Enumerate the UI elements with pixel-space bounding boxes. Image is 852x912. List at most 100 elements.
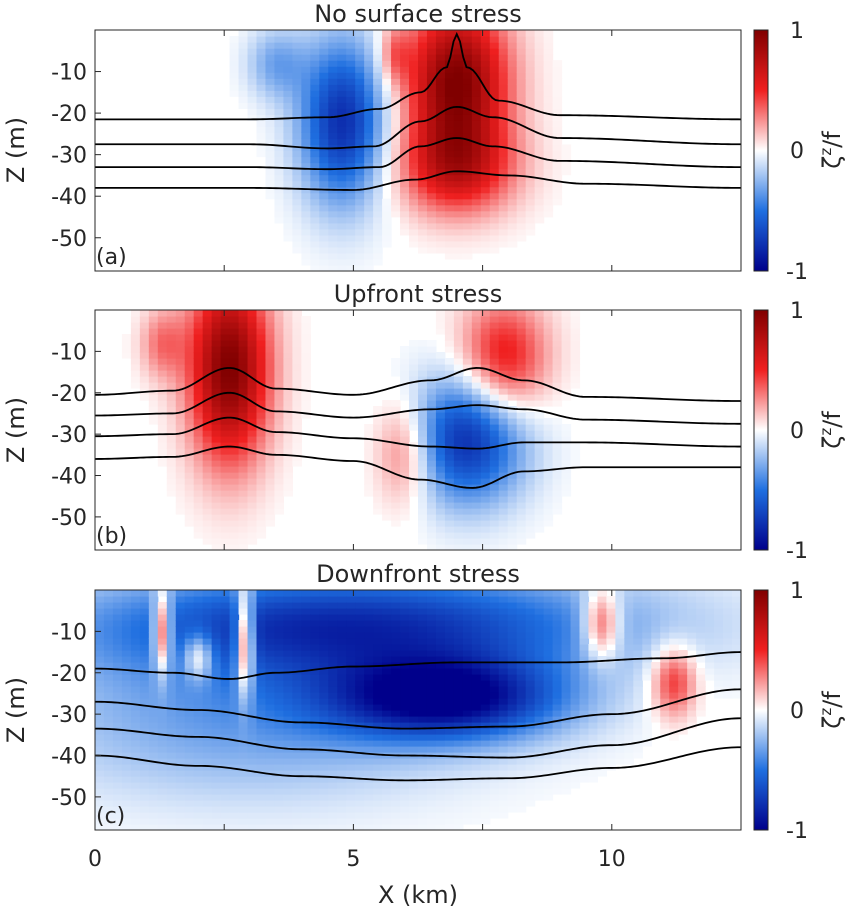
heatmap-cell — [103, 818, 114, 825]
heatmap-cell — [516, 168, 527, 176]
heatmap-cell — [534, 150, 545, 158]
heatmap-cell — [471, 812, 482, 819]
heatmap-cell — [184, 722, 195, 729]
heatmap-cell — [453, 228, 464, 236]
heatmap-cell — [175, 394, 186, 401]
heatmap-cell — [507, 430, 518, 437]
heatmap-cell — [184, 764, 195, 771]
heatmap-cell — [426, 352, 437, 359]
heatmap-cell — [364, 614, 374, 621]
heatmap-cell — [498, 120, 509, 128]
heatmap-cell — [310, 620, 320, 627]
heatmap-cell — [157, 370, 168, 377]
heatmap-cell — [534, 54, 545, 61]
heatmap-cell — [498, 48, 509, 55]
heatmap-cell — [103, 710, 114, 717]
heatmap-cell — [409, 758, 419, 765]
heatmap-cell — [471, 370, 482, 377]
heatmap-cell — [453, 656, 464, 663]
heatmap-cell — [112, 710, 123, 717]
heatmap-cell — [112, 788, 123, 795]
heatmap-cell — [202, 650, 213, 657]
heatmap-cell — [130, 650, 141, 657]
heatmap-cell — [480, 54, 491, 61]
heatmap-cell — [265, 722, 276, 729]
heatmap-cell — [409, 602, 419, 609]
heatmap-cell — [480, 794, 491, 801]
heatmap-cell — [543, 662, 554, 669]
heatmap-cell — [480, 246, 491, 254]
heatmap-cell — [561, 484, 572, 491]
heatmap-cell — [283, 168, 293, 176]
heatmap-cell — [373, 60, 383, 67]
heatmap-cell — [498, 710, 509, 717]
heatmap-cell — [319, 716, 329, 723]
heatmap-cell — [265, 698, 276, 705]
heatmap-cell — [489, 168, 500, 176]
heatmap-cell — [292, 310, 302, 317]
heatmap-cell — [418, 758, 428, 765]
heatmap-cell — [480, 334, 491, 341]
heatmap-cell — [444, 782, 455, 789]
heatmap-cell — [148, 692, 159, 699]
heatmap-cell — [507, 680, 518, 687]
heatmap-cell — [444, 204, 455, 212]
heatmap-cell — [211, 472, 222, 479]
heatmap-cell — [229, 54, 240, 61]
heatmap-cell — [507, 526, 518, 533]
heatmap-cell — [373, 418, 383, 425]
heatmap-cell — [157, 812, 168, 819]
heatmap-cell — [301, 222, 311, 230]
heatmap-cell — [301, 632, 311, 639]
heatmap-cell — [139, 346, 150, 353]
heatmap-cell — [498, 316, 509, 323]
heatmap-cell — [498, 228, 509, 236]
heatmap-cell — [435, 520, 446, 527]
heatmap-cell — [453, 698, 464, 705]
heatmap-cell — [489, 698, 500, 705]
heatmap-cell — [489, 532, 500, 539]
heatmap-cell — [95, 662, 105, 669]
heatmap-cell — [426, 716, 437, 723]
heatmap-cell — [552, 102, 563, 109]
heatmap-cell — [409, 788, 419, 795]
heatmap-cell — [507, 484, 518, 491]
heatmap-cell — [498, 84, 509, 91]
heatmap-cell — [373, 782, 383, 789]
heatmap-cell — [166, 650, 177, 657]
heatmap-cell — [444, 502, 455, 509]
heatmap-cell — [435, 722, 446, 729]
heatmap-cell — [507, 806, 518, 813]
heatmap-cell — [543, 758, 554, 765]
heatmap-cell — [283, 174, 293, 182]
heatmap-cell — [418, 192, 428, 200]
heatmap-cell — [435, 472, 446, 479]
heatmap-cell — [597, 674, 608, 681]
heatmap-cell — [247, 818, 258, 825]
heatmap-cell — [229, 340, 240, 347]
heatmap-cell — [400, 192, 410, 200]
heatmap-cell — [426, 442, 437, 449]
heatmap-cell — [426, 490, 437, 497]
heatmap-cell — [247, 346, 258, 353]
heatmap-cell — [95, 608, 105, 615]
heatmap-cell — [220, 490, 231, 497]
heatmap-cell — [211, 698, 222, 705]
heatmap-cell — [139, 656, 150, 663]
heatmap-cell — [597, 614, 608, 621]
heatmap-cell — [274, 78, 285, 85]
heatmap-cell — [193, 436, 204, 443]
heatmap-cell — [238, 364, 249, 371]
heatmap-cell — [444, 614, 455, 621]
heatmap-cell — [507, 352, 518, 359]
heatmap-cell — [274, 644, 285, 651]
heatmap-cell — [444, 722, 455, 729]
heatmap-cell — [382, 650, 392, 657]
heatmap-cell — [409, 632, 419, 639]
heatmap-cell — [444, 656, 455, 663]
heatmap-cell — [256, 66, 267, 73]
heatmap-cell — [507, 322, 518, 329]
heatmap-cell — [489, 740, 500, 747]
heatmap-cell — [265, 758, 276, 765]
panel-a-contour-4 — [95, 170, 741, 191]
